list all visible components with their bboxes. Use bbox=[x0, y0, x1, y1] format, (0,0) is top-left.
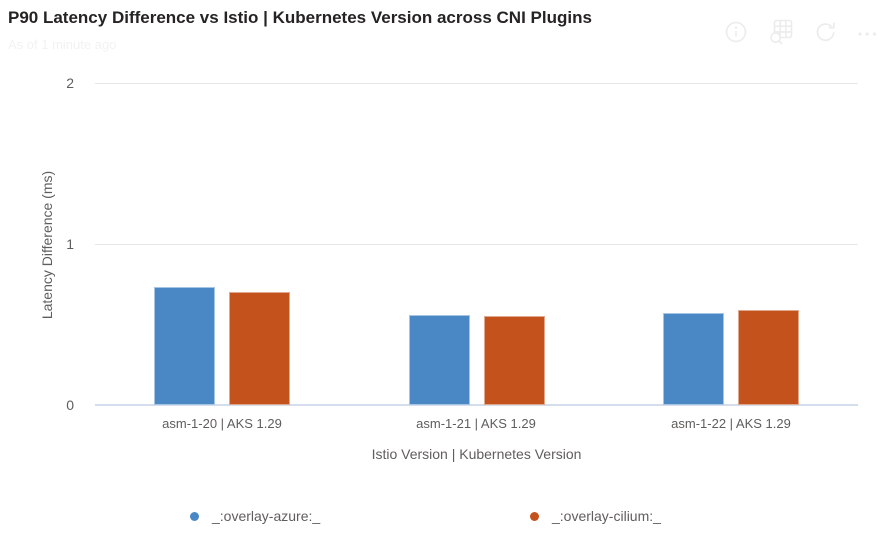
x-axis-title: Istio Version | Kubernetes Version bbox=[371, 446, 582, 462]
x-tick-label: asm-1-22 | AKS 1.29 bbox=[671, 416, 791, 431]
bar-series1-cat1[interactable] bbox=[484, 316, 545, 405]
gridline bbox=[95, 244, 858, 245]
chart-title: P90 Latency Difference vs Istio | Kubern… bbox=[8, 8, 592, 27]
y-tick-label: 2 bbox=[66, 75, 74, 91]
x-tick-label: asm-1-21 | AKS 1.29 bbox=[416, 416, 536, 431]
y-tick-label: 0 bbox=[66, 397, 74, 413]
bar-series0-cat1[interactable] bbox=[409, 315, 470, 405]
visual-header-toolbar bbox=[725, 18, 878, 50]
explore-data-icon[interactable] bbox=[767, 18, 794, 50]
legend-label: _:overlay-azure:_ bbox=[212, 508, 321, 524]
y-tick-label: 1 bbox=[66, 236, 74, 252]
legend-item-series0[interactable]: _:overlay-azure:_ bbox=[190, 508, 320, 524]
info-icon[interactable] bbox=[725, 20, 747, 49]
x-tick-label: asm-1-20 | AKS 1.29 bbox=[162, 416, 282, 431]
x-axis-line bbox=[95, 404, 858, 406]
bar-series0-cat2[interactable] bbox=[663, 313, 724, 405]
legend-item-series1[interactable]: _:overlay-cilium:_ bbox=[530, 508, 661, 524]
chart-subtitle: As of 1 minute ago bbox=[8, 37, 117, 52]
bar-series0-cat0[interactable] bbox=[154, 287, 215, 405]
legend-dot-icon bbox=[190, 511, 199, 521]
legend-label: _:overlay-cilium:_ bbox=[552, 508, 661, 524]
legend-dot-icon bbox=[530, 511, 539, 521]
bar-series1-cat0[interactable] bbox=[229, 292, 290, 405]
gridline bbox=[95, 83, 858, 84]
bar-series1-cat2[interactable] bbox=[738, 310, 799, 405]
refresh-icon[interactable] bbox=[814, 20, 837, 49]
more-options-icon[interactable] bbox=[857, 25, 878, 43]
